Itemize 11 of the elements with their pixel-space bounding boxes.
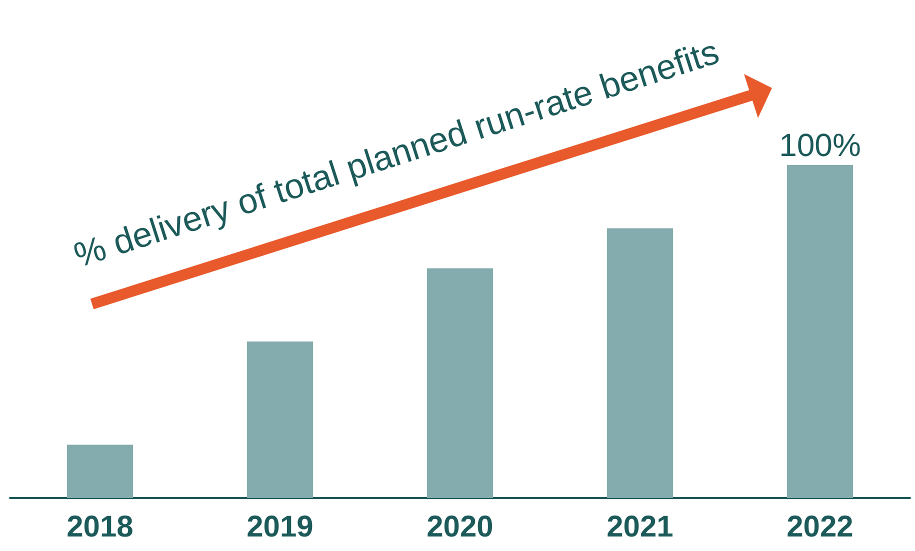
bar [67,444,133,498]
bar [787,165,853,498]
bar [427,268,493,498]
bar [247,341,313,498]
bar [607,228,673,498]
data-label: 100% [779,127,861,163]
x-tick-label: 2020 [426,510,494,544]
x-tick-label: 2021 [606,510,674,544]
x-tick-label: 2018 [66,510,134,544]
x-tick-label: 2019 [246,510,314,544]
x-tick-label: 2022 [786,510,854,544]
